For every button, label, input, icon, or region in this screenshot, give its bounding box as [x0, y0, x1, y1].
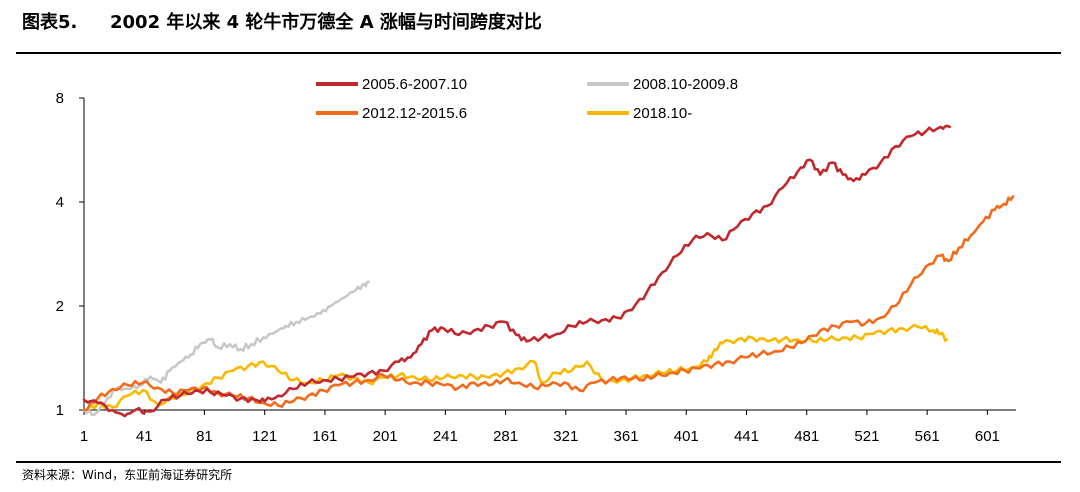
legend: 2005.6-2007.10 2008.10-2009.8 2012.12-2015…: [316, 76, 738, 122]
x-tick-label: 1: [80, 428, 88, 445]
chart-title: 2002 年以来 4 轮牛市万德全 A 涨幅与时间跨度对比: [110, 12, 542, 33]
x-tick-label: 241: [433, 428, 458, 445]
x-tick-label: 201: [373, 428, 398, 445]
y-tick-label: 2: [56, 298, 64, 315]
x-axis-ticks: 1 41 81 121 161 201 241 281 321 361 401 441 481 521 56…: [80, 410, 1000, 445]
x-tick-label: 561: [915, 428, 940, 445]
x-tick-label: 521: [854, 428, 879, 445]
series-line-4: [82, 323, 948, 412]
figure-label: 图表5.: [22, 12, 78, 33]
x-tick-label: 121: [252, 428, 277, 445]
x-tick-label: 81: [196, 428, 213, 445]
x-tick-label: 441: [734, 428, 759, 445]
series-lines: [82, 124, 1015, 418]
source-note: 资料来源：Wind，东亚前海证券研究所: [22, 468, 233, 482]
x-tick-label: 401: [674, 428, 699, 445]
legend-label: 2012.12-2015.6: [362, 105, 467, 122]
legend-label: 2018.10-: [633, 105, 692, 122]
y-tick-label: 8: [56, 90, 64, 107]
x-tick-label: 281: [493, 428, 518, 445]
legend-label: 2005.6-2007.10: [362, 76, 467, 93]
line-chart: 1 2 4 8 1 41 81 121 161 201 241 281 321 361 401 441 481…: [56, 76, 1016, 445]
x-tick-label: 601: [975, 428, 1000, 445]
x-tick-label: 481: [794, 428, 819, 445]
series-line-2: [82, 280, 370, 417]
x-tick-label: 161: [312, 428, 337, 445]
bottom-rule: [16, 461, 1061, 463]
x-tick-label: 41: [136, 428, 153, 445]
x-tick-label: 321: [553, 428, 578, 445]
y-tick-label: 4: [56, 194, 64, 211]
x-tick-label: 361: [614, 428, 639, 445]
y-axis-ticks: 1 2 4 8: [56, 90, 84, 419]
y-tick-label: 1: [56, 402, 64, 419]
series-line-1: [82, 124, 952, 418]
legend-label: 2008.10-2009.8: [633, 76, 738, 93]
top-rule: [16, 52, 1061, 54]
